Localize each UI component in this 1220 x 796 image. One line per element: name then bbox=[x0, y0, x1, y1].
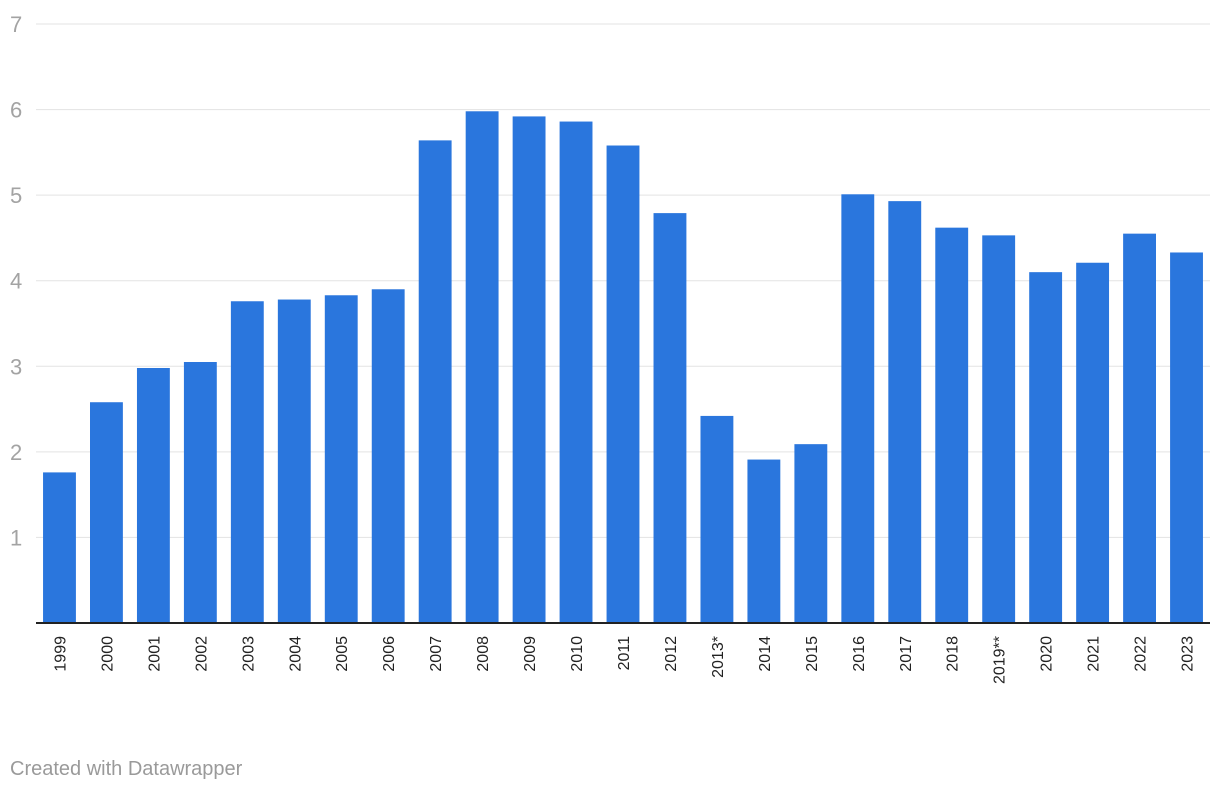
x-tick-label: 2019** bbox=[992, 636, 1009, 684]
bar bbox=[653, 213, 687, 623]
x-tick-label: 2021 bbox=[1086, 636, 1103, 672]
x-tick-label: 2017 bbox=[898, 636, 915, 672]
bar bbox=[324, 295, 358, 623]
bar bbox=[1076, 262, 1110, 623]
bars bbox=[43, 111, 1203, 624]
x-tick-label: 2010 bbox=[569, 636, 586, 672]
bar bbox=[136, 367, 170, 623]
x-tick-label: 2008 bbox=[475, 636, 492, 672]
bar bbox=[794, 444, 828, 623]
y-tick-label: 3 bbox=[10, 354, 22, 379]
x-tick-label: 2020 bbox=[1039, 636, 1056, 672]
bar bbox=[465, 111, 499, 623]
bar bbox=[888, 201, 922, 623]
x-tick-label: 2006 bbox=[381, 636, 398, 672]
x-tick-label: 2015 bbox=[804, 636, 821, 672]
y-tick-label: 6 bbox=[10, 98, 22, 123]
bar bbox=[90, 402, 123, 623]
credit-text: Created with Datawrapper bbox=[10, 758, 243, 780]
x-tick-label: 2011 bbox=[616, 636, 633, 671]
x-tick-label: 2023 bbox=[1180, 636, 1197, 672]
bar bbox=[700, 415, 734, 623]
x-tick-label: 2013* bbox=[710, 636, 727, 678]
x-tick-label: 2009 bbox=[522, 636, 539, 672]
x-tick-label: 2016 bbox=[851, 636, 868, 672]
bar bbox=[43, 472, 76, 623]
x-tick-label: 2002 bbox=[193, 636, 210, 672]
bar bbox=[230, 301, 264, 623]
x-tick-label: 2000 bbox=[99, 636, 116, 672]
bar bbox=[418, 140, 452, 623]
y-tick-label: 1 bbox=[10, 525, 22, 550]
x-tick-label: 2007 bbox=[428, 636, 445, 672]
x-tick-label: 2004 bbox=[287, 636, 304, 672]
bar bbox=[1029, 272, 1063, 623]
bar bbox=[747, 459, 781, 623]
bar bbox=[982, 235, 1016, 623]
y-tick-label: 2 bbox=[10, 440, 22, 465]
x-tick-label: 2022 bbox=[1133, 636, 1150, 672]
bar bbox=[277, 299, 311, 623]
bar bbox=[371, 289, 405, 623]
y-axis-tick-labels: 1 2 3 4 5 6 7 bbox=[10, 12, 22, 550]
x-tick-label: 2018 bbox=[945, 636, 962, 672]
bar bbox=[1123, 233, 1156, 623]
x-tick-label: 2003 bbox=[240, 636, 257, 672]
y-tick-label: 5 bbox=[10, 183, 22, 208]
bar bbox=[559, 121, 593, 624]
y-tick-label: 4 bbox=[10, 269, 22, 294]
bar-chart: 1 2 3 4 5 6 7 1999 2000 2001 2002 2003 2004 2005 2006… bbox=[10, 12, 1210, 684]
x-tick-label: 2014 bbox=[757, 636, 774, 672]
bar bbox=[935, 227, 969, 623]
bar bbox=[606, 145, 640, 624]
x-tick-label: 2005 bbox=[334, 636, 351, 672]
bar bbox=[841, 194, 875, 623]
y-tick-label: 7 bbox=[10, 12, 22, 37]
bar bbox=[183, 362, 217, 623]
bar bbox=[1170, 252, 1203, 623]
x-tick-label: 1999 bbox=[52, 636, 69, 672]
bar bbox=[512, 116, 546, 623]
x-tick-label: 2001 bbox=[146, 636, 163, 672]
x-axis-tick-labels: 1999 2000 2001 2002 2003 2004 2005 2006 2007 2008… bbox=[52, 636, 1196, 684]
x-tick-label: 2012 bbox=[663, 636, 680, 672]
